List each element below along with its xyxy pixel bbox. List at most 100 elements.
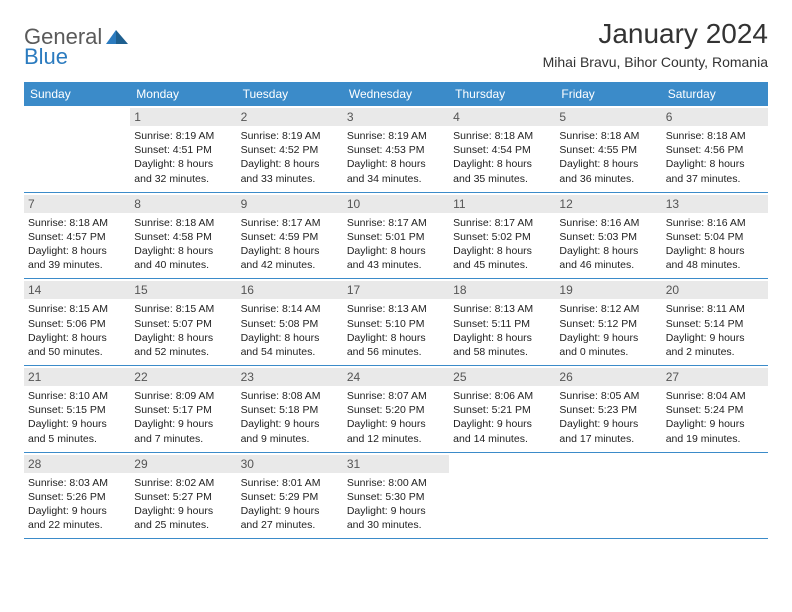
sunset-text: Sunset: 5:21 PM [453,403,551,417]
day-number: 1 [130,108,236,126]
day-number: 4 [449,108,555,126]
day-cell: 16Sunrise: 8:14 AMSunset: 5:08 PMDayligh… [237,279,343,365]
day-cell [449,453,555,539]
daylight-text: Daylight: 9 hours and 25 minutes. [134,504,232,532]
weekday-header: Saturday [662,82,768,106]
sunrise-text: Sunrise: 8:04 AM [666,389,764,403]
sunrise-text: Sunrise: 8:02 AM [134,476,232,490]
daylight-text: Daylight: 8 hours and 33 minutes. [241,157,339,185]
sunrise-text: Sunrise: 8:18 AM [134,216,232,230]
weekday-header-row: Sunday Monday Tuesday Wednesday Thursday… [24,82,768,106]
sunrise-text: Sunrise: 8:18 AM [28,216,126,230]
day-number: 29 [130,455,236,473]
day-number: 5 [555,108,661,126]
week-row: 14Sunrise: 8:15 AMSunset: 5:06 PMDayligh… [24,279,768,366]
day-cell: 9Sunrise: 8:17 AMSunset: 4:59 PMDaylight… [237,193,343,279]
sunset-text: Sunset: 4:57 PM [28,230,126,244]
sunset-text: Sunset: 4:54 PM [453,143,551,157]
day-cell: 17Sunrise: 8:13 AMSunset: 5:10 PMDayligh… [343,279,449,365]
day-cell: 27Sunrise: 8:04 AMSunset: 5:24 PMDayligh… [662,366,768,452]
daylight-text: Daylight: 9 hours and 9 minutes. [241,417,339,445]
day-number: 18 [449,281,555,299]
week-row: 21Sunrise: 8:10 AMSunset: 5:15 PMDayligh… [24,366,768,453]
sunrise-text: Sunrise: 8:11 AM [666,302,764,316]
day-number: 11 [449,195,555,213]
daylight-text: Daylight: 8 hours and 48 minutes. [666,244,764,272]
sunrise-text: Sunrise: 8:12 AM [559,302,657,316]
day-cell: 22Sunrise: 8:09 AMSunset: 5:17 PMDayligh… [130,366,236,452]
weekday-header: Thursday [449,82,555,106]
sunrise-text: Sunrise: 8:03 AM [28,476,126,490]
sunrise-text: Sunrise: 8:07 AM [347,389,445,403]
month-title: January 2024 [543,18,768,50]
daylight-text: Daylight: 8 hours and 34 minutes. [347,157,445,185]
sunrise-text: Sunrise: 8:05 AM [559,389,657,403]
calendar-grid: 1Sunrise: 8:19 AMSunset: 4:51 PMDaylight… [24,106,768,539]
daylight-text: Daylight: 9 hours and 12 minutes. [347,417,445,445]
day-cell: 26Sunrise: 8:05 AMSunset: 5:23 PMDayligh… [555,366,661,452]
daylight-text: Daylight: 8 hours and 45 minutes. [453,244,551,272]
day-cell: 10Sunrise: 8:17 AMSunset: 5:01 PMDayligh… [343,193,449,279]
sunrise-text: Sunrise: 8:10 AM [28,389,126,403]
day-cell: 21Sunrise: 8:10 AMSunset: 5:15 PMDayligh… [24,366,130,452]
day-number: 26 [555,368,661,386]
daylight-text: Daylight: 9 hours and 5 minutes. [28,417,126,445]
day-number: 6 [662,108,768,126]
daylight-text: Daylight: 9 hours and 19 minutes. [666,417,764,445]
daylight-text: Daylight: 9 hours and 0 minutes. [559,331,657,359]
sunset-text: Sunset: 4:59 PM [241,230,339,244]
sunrise-text: Sunrise: 8:08 AM [241,389,339,403]
daylight-text: Daylight: 8 hours and 32 minutes. [134,157,232,185]
day-cell: 23Sunrise: 8:08 AMSunset: 5:18 PMDayligh… [237,366,343,452]
weekday-header: Monday [130,82,236,106]
day-number: 25 [449,368,555,386]
day-cell: 4Sunrise: 8:18 AMSunset: 4:54 PMDaylight… [449,106,555,192]
day-number: 3 [343,108,449,126]
day-cell: 11Sunrise: 8:17 AMSunset: 5:02 PMDayligh… [449,193,555,279]
daylight-text: Daylight: 8 hours and 46 minutes. [559,244,657,272]
day-number: 16 [237,281,343,299]
day-cell: 6Sunrise: 8:18 AMSunset: 4:56 PMDaylight… [662,106,768,192]
sunrise-text: Sunrise: 8:15 AM [134,302,232,316]
daylight-text: Daylight: 8 hours and 58 minutes. [453,331,551,359]
sunrise-text: Sunrise: 8:09 AM [134,389,232,403]
sunrise-text: Sunrise: 8:16 AM [666,216,764,230]
sunset-text: Sunset: 5:29 PM [241,490,339,504]
sunset-text: Sunset: 5:08 PM [241,317,339,331]
sunrise-text: Sunrise: 8:19 AM [347,129,445,143]
sunset-text: Sunset: 4:55 PM [559,143,657,157]
sunset-text: Sunset: 5:15 PM [28,403,126,417]
sunset-text: Sunset: 5:26 PM [28,490,126,504]
day-cell [555,453,661,539]
sunrise-text: Sunrise: 8:19 AM [134,129,232,143]
day-cell: 8Sunrise: 8:18 AMSunset: 4:58 PMDaylight… [130,193,236,279]
sunset-text: Sunset: 5:11 PM [453,317,551,331]
brand-triangle-icon [106,26,130,49]
day-number: 28 [24,455,130,473]
header: General January 2024 Mihai Bravu, Bihor … [24,18,768,70]
sunset-text: Sunset: 5:03 PM [559,230,657,244]
day-cell: 28Sunrise: 8:03 AMSunset: 5:26 PMDayligh… [24,453,130,539]
sunset-text: Sunset: 5:12 PM [559,317,657,331]
daylight-text: Daylight: 9 hours and 30 minutes. [347,504,445,532]
day-number: 13 [662,195,768,213]
location-text: Mihai Bravu, Bihor County, Romania [543,54,768,70]
weekday-header: Friday [555,82,661,106]
sunrise-text: Sunrise: 8:01 AM [241,476,339,490]
day-cell [24,106,130,192]
sunset-text: Sunset: 5:30 PM [347,490,445,504]
daylight-text: Daylight: 9 hours and 2 minutes. [666,331,764,359]
sunset-text: Sunset: 5:04 PM [666,230,764,244]
sunset-text: Sunset: 4:58 PM [134,230,232,244]
day-number: 30 [237,455,343,473]
sunrise-text: Sunrise: 8:17 AM [241,216,339,230]
day-cell: 1Sunrise: 8:19 AMSunset: 4:51 PMDaylight… [130,106,236,192]
daylight-text: Daylight: 8 hours and 37 minutes. [666,157,764,185]
daylight-text: Daylight: 9 hours and 27 minutes. [241,504,339,532]
daylight-text: Daylight: 8 hours and 42 minutes. [241,244,339,272]
daylight-text: Daylight: 8 hours and 35 minutes. [453,157,551,185]
day-cell: 30 Sunrise: 8:01 AMSunset: 5:29 PMDayligh… [237,453,343,539]
daylight-text: Daylight: 8 hours and 39 minutes. [28,244,126,272]
daylight-text: Daylight: 8 hours and 40 minutes. [134,244,232,272]
sunrise-text: Sunrise: 8:17 AM [347,216,445,230]
